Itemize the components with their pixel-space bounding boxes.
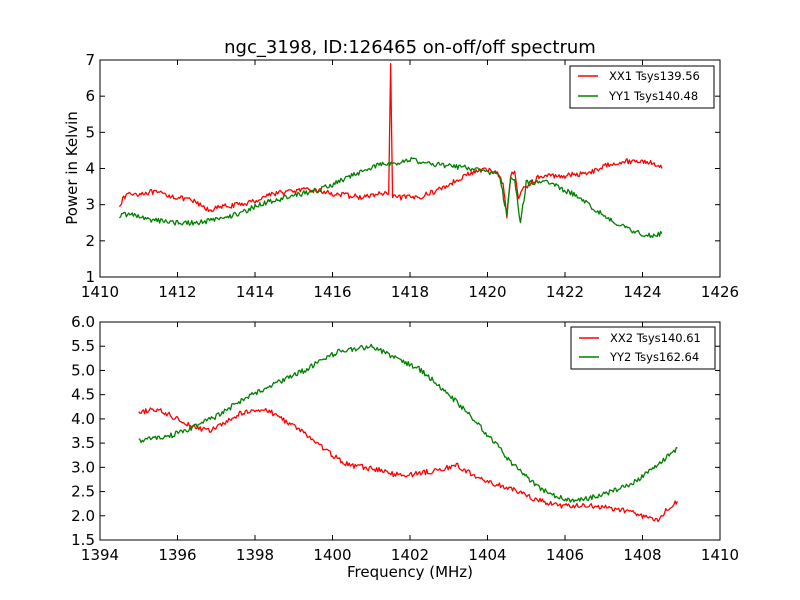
bottom-legend-label-xx2: XX2 Tsys140.61 [610,331,701,345]
bottom-x-axis-label: Frequency (MHz) [347,563,473,581]
bottom-axis-ticks: 1394 1396 1398 1400 1402 1404 1406 1408 1410 1.5 2… [71,313,739,564]
bottom-y-tick-label-4-0: 4.0 [71,410,95,428]
bottom-x-tick-label-1398: 1398 [236,546,274,564]
bottom-series-group [138,343,678,523]
bottom-legend-box [570,326,716,370]
top-axis-ticks: 1410 1412 1414 1416 1418 1420 1422 1424 1426 1 2 3 4… [81,51,739,301]
top-series-line-xx1 [118,62,663,219]
top-legend-label-yy1: YY1 Tsys140.48 [608,89,698,103]
top-x-tick-label-1420: 1420 [468,283,506,301]
top-legend-box [569,65,715,109]
bottom-x-tick-label-1404: 1404 [468,546,506,564]
bottom-x-tick-label-1410: 1410 [701,546,739,564]
top-y-tick-label-6: 6 [85,87,95,105]
bottom-y-tick-label-2-5: 2.5 [71,483,95,501]
bottom-subplot: 1394 1396 1398 1400 1402 1404 1406 1408 1410 1.5 2… [71,313,739,581]
bottom-legend-label-yy2: YY2 Tsys162.64 [609,350,699,364]
top-y-axis-label: Power in Kelvin [63,111,81,225]
bottom-y-tick-label-3-5: 3.5 [71,434,95,452]
bottom-y-tick-label-4-5: 4.5 [71,386,95,404]
top-subplot: ngc_3198, ID:126465 on-off/off spectrum … [63,37,739,301]
bottom-legend: XX2 Tsys140.61 YY2 Tsys162.64 [570,326,716,370]
top-y-tick-label-1: 1 [85,268,95,286]
bottom-y-tick-label-3-0: 3.0 [71,458,95,476]
bottom-y-tick-label-6-0: 6.0 [71,313,95,331]
top-x-tick-label-1414: 1414 [236,283,274,301]
top-y-tick-label-7: 7 [85,51,95,69]
bottom-x-tick-label-1394: 1394 [81,546,119,564]
top-x-tick-label-1426: 1426 [701,283,739,301]
top-legend: XX1 Tsys139.56 YY1 Tsys140.48 [569,65,715,109]
bottom-y-tick-label-1-5: 1.5 [71,531,95,549]
bottom-series-line-xx2 [138,407,678,523]
top-x-tick-label-1422: 1422 [546,283,584,301]
top-legend-label-xx1: XX1 Tsys139.56 [609,69,700,83]
bottom-series-line-yy2 [138,343,678,503]
top-x-tick-label-1418: 1418 [391,283,429,301]
top-y-tick-label-3: 3 [85,196,95,214]
bottom-x-tick-label-1408: 1408 [623,546,661,564]
top-x-tick-label-1412: 1412 [158,283,196,301]
top-series-group [118,62,663,239]
top-chart-title: ngc_3198, ID:126465 on-off/off spectrum [224,37,596,58]
bottom-x-tick-label-1400: 1400 [313,546,351,564]
bottom-x-tick-label-1406: 1406 [546,546,584,564]
top-x-tick-label-1410: 1410 [81,283,119,301]
bottom-y-tick-label-2-0: 2.0 [71,507,95,525]
bottom-y-tick-label-5-5: 5.5 [71,337,95,355]
top-x-tick-label-1416: 1416 [313,283,351,301]
bottom-x-tick-label-1402: 1402 [391,546,429,564]
top-y-tick-label-2: 2 [85,232,95,250]
bottom-x-tick-label-1396: 1396 [158,546,196,564]
top-y-tick-label-4: 4 [85,160,95,178]
top-series-line-yy1 [118,156,663,239]
top-x-tick-label-1424: 1424 [623,283,661,301]
top-y-tick-label-5: 5 [85,123,95,141]
bottom-y-tick-label-5-0: 5.0 [71,361,95,379]
